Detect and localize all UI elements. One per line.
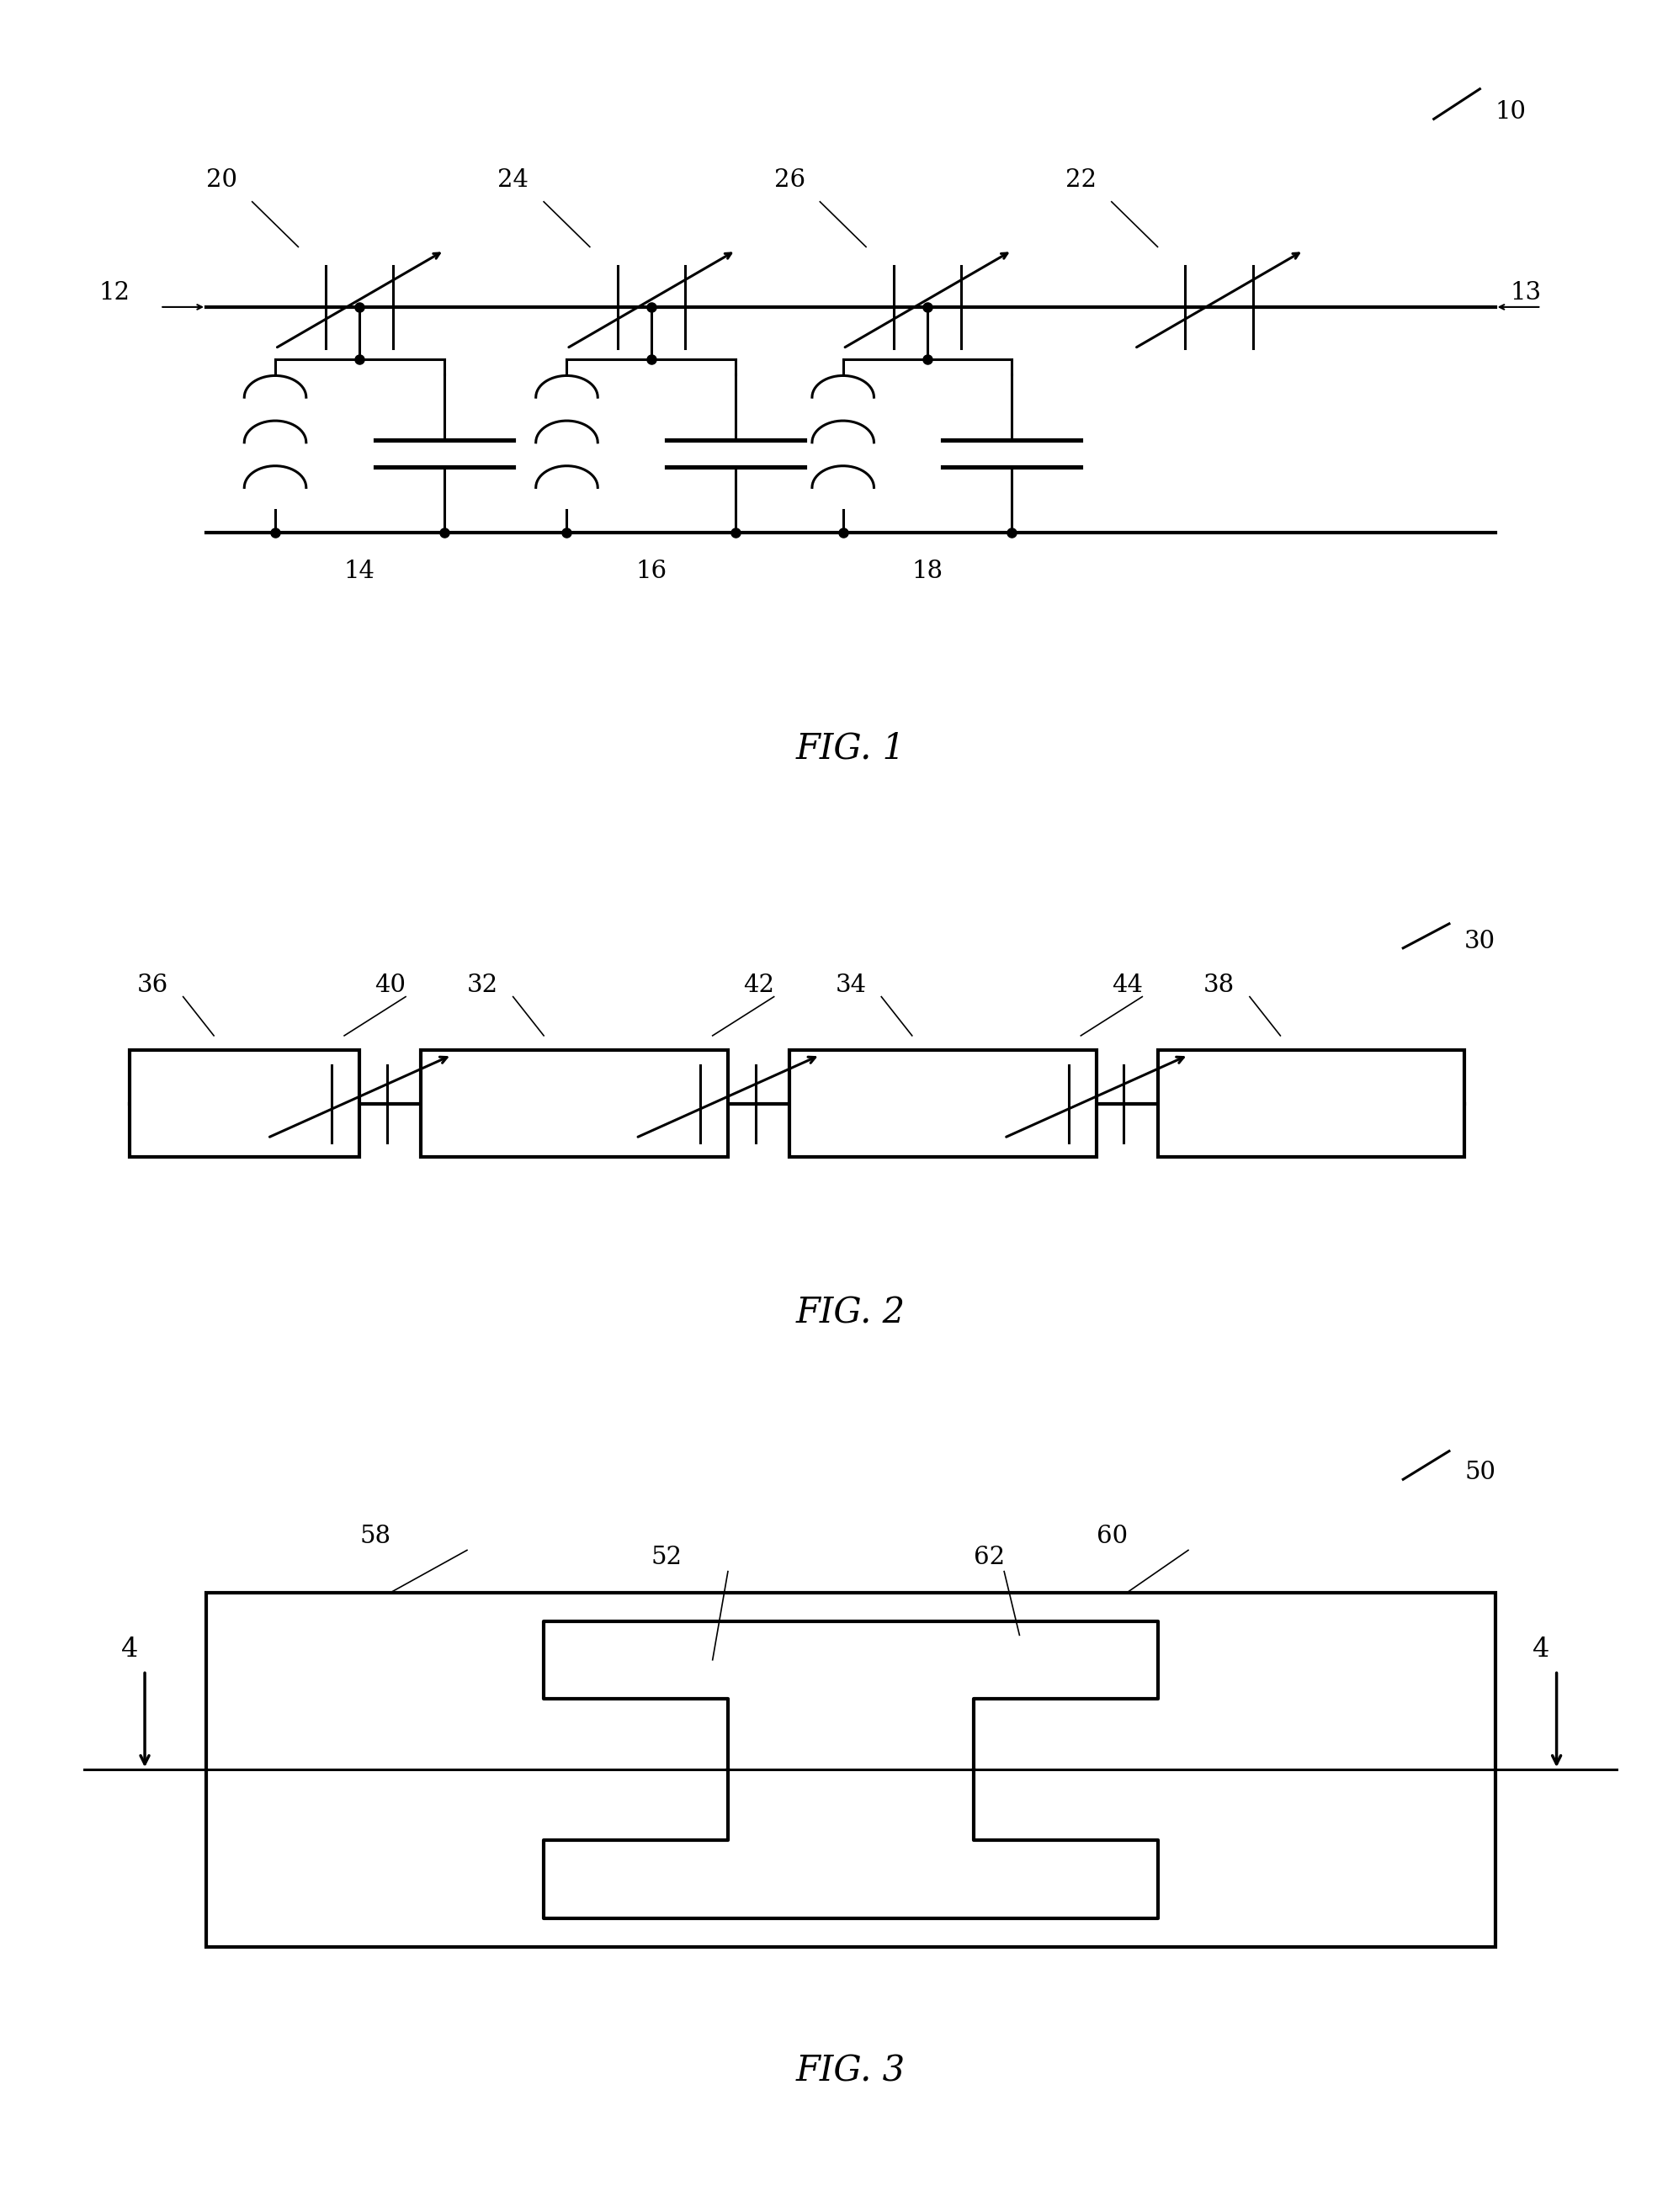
- Text: 62: 62: [974, 1546, 1004, 1568]
- Text: 58: 58: [360, 1524, 390, 1548]
- Text: 36: 36: [137, 973, 168, 998]
- Text: 14: 14: [344, 560, 375, 582]
- Bar: [207, 1593, 1495, 1947]
- Text: 60: 60: [1096, 1524, 1128, 1548]
- Text: 16: 16: [636, 560, 667, 582]
- Bar: [1158, 1051, 1465, 1157]
- Text: 40: 40: [375, 973, 405, 998]
- Text: 10: 10: [1495, 100, 1526, 124]
- Text: 30: 30: [1465, 929, 1496, 953]
- Text: 4: 4: [1533, 1637, 1550, 1661]
- Text: 34: 34: [836, 973, 867, 998]
- Text: 13: 13: [1511, 281, 1541, 305]
- Text: 32: 32: [467, 973, 499, 998]
- Text: FIG. 1: FIG. 1: [796, 730, 906, 765]
- Bar: [130, 1051, 360, 1157]
- Text: 24: 24: [497, 168, 529, 192]
- Text: 44: 44: [1111, 973, 1143, 998]
- Text: 20: 20: [207, 168, 237, 192]
- Text: 50: 50: [1465, 1460, 1496, 1484]
- Text: 26: 26: [774, 168, 806, 192]
- Text: FIG. 2: FIG. 2: [796, 1294, 906, 1329]
- Text: 42: 42: [744, 973, 774, 998]
- Text: 38: 38: [1204, 973, 1234, 998]
- Text: 22: 22: [1066, 168, 1096, 192]
- Text: FIG. 3: FIG. 3: [796, 2053, 906, 2088]
- Text: 4: 4: [120, 1637, 138, 1661]
- Bar: [420, 1051, 727, 1157]
- Bar: [789, 1051, 1096, 1157]
- Text: 52: 52: [651, 1546, 682, 1568]
- Text: 12: 12: [98, 281, 130, 305]
- Text: 18: 18: [912, 560, 942, 582]
